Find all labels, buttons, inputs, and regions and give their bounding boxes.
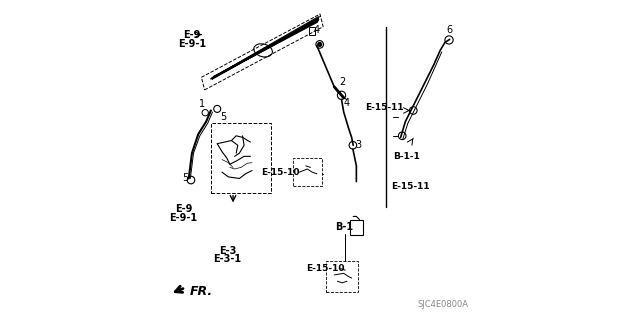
Bar	[350, 219, 363, 235]
Text: E-9-1: E-9-1	[170, 213, 198, 223]
Text: E-3-1: E-3-1	[214, 254, 242, 264]
Text: B-1-1: B-1-1	[394, 152, 420, 161]
Text: E-15-11: E-15-11	[391, 182, 429, 191]
Text: E-15-10: E-15-10	[261, 168, 300, 177]
Text: 2: 2	[340, 77, 346, 87]
Text: 6: 6	[446, 25, 452, 35]
Text: E-9: E-9	[175, 204, 192, 213]
Text: SJC4E0800A: SJC4E0800A	[418, 300, 468, 309]
Text: E-9-1: E-9-1	[178, 39, 206, 49]
Text: E-15-11: E-15-11	[365, 103, 404, 112]
Bar	[293, 158, 321, 186]
Text: 4: 4	[344, 98, 350, 108]
Bar	[309, 27, 316, 34]
Text: 3: 3	[355, 140, 361, 150]
Text: 5: 5	[220, 112, 227, 122]
Bar	[211, 123, 271, 193]
Text: FR.: FR.	[189, 285, 213, 298]
Text: E-15-10: E-15-10	[307, 264, 345, 273]
Circle shape	[318, 42, 321, 46]
Text: E-3: E-3	[219, 246, 236, 256]
Bar	[326, 261, 358, 292]
Text: 1: 1	[199, 99, 205, 109]
Text: B-1: B-1	[335, 222, 354, 233]
Text: 4: 4	[314, 25, 320, 35]
Text: 5: 5	[182, 174, 189, 183]
Text: E-9: E-9	[183, 30, 200, 40]
